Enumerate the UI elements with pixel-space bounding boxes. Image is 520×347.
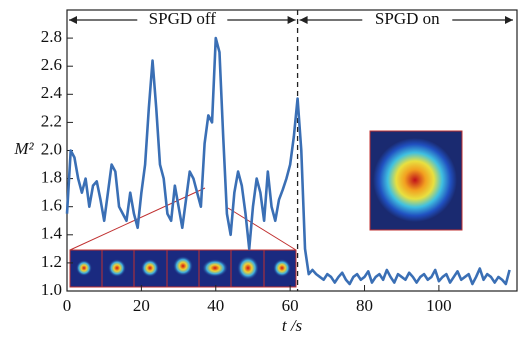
x-tick-label: 60 <box>282 296 299 315</box>
arrow-head <box>300 16 308 24</box>
phase-label: SPGD on <box>375 9 440 28</box>
chart: M² t /s 1.0 1.2 1.4 1.6 1.8 2.0 2.2 2.4 2.6 2.8 0 2… <box>0 0 520 342</box>
y-tick-label: 1.0 <box>41 280 62 299</box>
arrow-head <box>69 16 77 24</box>
y-tick-label: 1.8 <box>41 168 62 187</box>
x-tick-label: 0 <box>63 296 72 315</box>
y-tick-label: 2.2 <box>41 111 62 130</box>
y-tick-label: 2.6 <box>41 55 62 74</box>
arrow-head <box>505 16 513 24</box>
phase-label: SPGD off <box>149 9 217 28</box>
x-tick-label: 40 <box>207 296 224 315</box>
y-axis-label: M² <box>13 139 34 158</box>
y-tick-label: 2.4 <box>41 83 63 102</box>
y-tick-label: 1.2 <box>41 252 62 271</box>
arrow-head <box>288 16 296 24</box>
y-tick-label: 2.8 <box>41 27 62 46</box>
x-tick-label: 20 <box>133 296 150 315</box>
y-tick-label: 1.4 <box>41 224 63 243</box>
x-axis-label: t /s <box>282 316 303 335</box>
y-tick-label: 1.6 <box>41 196 62 215</box>
x-tick-label: 80 <box>356 296 373 315</box>
y-tick-label: 2.0 <box>41 139 62 158</box>
x-tick-label: 100 <box>426 296 452 315</box>
